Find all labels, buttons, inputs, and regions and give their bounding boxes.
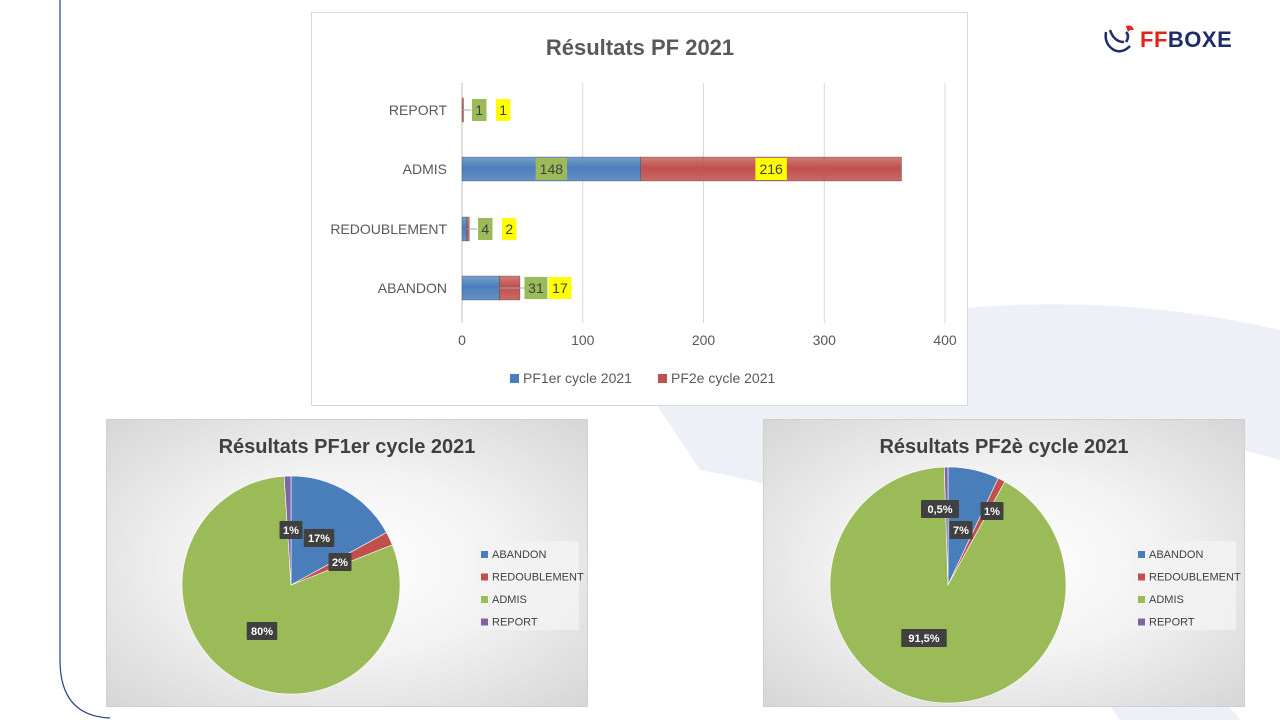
data-label-bg (535, 158, 568, 180)
pie-chart-title: Résultats PF2è cycle 2021 (879, 436, 1128, 458)
pie-chart-panel-2: Résultats PF2è cycle 2021 7% 1% 91,5% 0,5% AB… (763, 419, 1245, 707)
pie-data-label: 1% (984, 506, 1000, 518)
bar-segment (461, 275, 500, 301)
pie-label-bg (980, 502, 1004, 520)
pie-label-bg (328, 553, 352, 571)
data-label: 1 (475, 102, 483, 118)
pie-chart-panel-1: Résultats PF1er cycle 2021 17% 2% 80% 1% ABAN… (106, 419, 588, 707)
data-label: 148 (540, 161, 564, 177)
pie-slice (943, 466, 949, 586)
pie-label-bg (901, 629, 947, 647)
legend-box (1132, 541, 1236, 630)
data-label: 4 (481, 221, 489, 237)
data-label: 2 (505, 221, 513, 237)
legend-label: REPORT (1149, 617, 1195, 629)
legend-label: ABANDON (1149, 549, 1203, 561)
rooster-icon (1104, 25, 1134, 53)
category-label: REDOUBLEMENT (330, 221, 447, 237)
data-label-bg (524, 277, 548, 299)
data-label: 31 (528, 280, 544, 296)
pie-data-label: 91,5% (908, 633, 939, 645)
x-tick-label: 300 (813, 332, 837, 348)
bar-chart: Résultats PF 2021 0 100 200 300 400 REPORT ADMI… (330, 35, 957, 386)
pie-label-bg (949, 521, 973, 539)
bar-chart-title: Résultats PF 2021 (546, 35, 734, 60)
pie-chart-2: Résultats PF2è cycle 2021 7% 1% 91,5% 0,5% AB… (829, 436, 1241, 704)
legend-label: REPORT (492, 617, 538, 629)
legend-swatch (1138, 596, 1145, 603)
bar-chart-panel: Résultats PF 2021 0 100 200 300 400 REPORT ADMI… (311, 12, 968, 406)
pie-chart-title: Résultats PF1er cycle 2021 (219, 436, 476, 458)
category-label: REPORT (389, 102, 448, 118)
pie-data-label: 0,5% (927, 504, 952, 516)
legend-swatch (481, 573, 488, 581)
legend-box (475, 541, 579, 630)
legend-swatch (481, 596, 488, 603)
legend-label: REDOUBLEMENT (1149, 572, 1241, 584)
data-label-bg (477, 218, 493, 240)
data-label-bg (471, 99, 487, 121)
legend-label: PF2e cycle 2021 (671, 370, 775, 386)
brand-part1: FF (1140, 27, 1168, 52)
pie-slice (181, 475, 401, 695)
data-label: 1 (499, 102, 507, 118)
pie-chart-1: Résultats PF1er cycle 2021 17%2% 80% 1% ABAN… (181, 436, 584, 695)
data-label-bg (755, 158, 787, 180)
legend-label: PF1er cycle 2021 (523, 370, 632, 386)
x-tick-label: 200 (692, 332, 716, 348)
data-label-bg (501, 218, 517, 240)
legend-swatch (1138, 551, 1145, 558)
data-label-bg (495, 99, 511, 121)
pie-label-bg (921, 500, 959, 518)
x-tick-label: 100 (571, 332, 595, 348)
legend-swatch (1138, 618, 1145, 626)
pie-data-label: 80% (251, 626, 273, 638)
pie-data-label: 7% (953, 525, 969, 537)
category-label: ABANDON (378, 280, 447, 296)
bar-segment (461, 216, 468, 242)
pie-data-label: 1% (283, 525, 299, 537)
data-label: 216 (759, 161, 783, 177)
pie-label-bg (279, 521, 303, 539)
legend-swatch (481, 618, 488, 626)
pie-data-label: 17% (308, 533, 330, 545)
data-label-bg (548, 277, 572, 299)
legend-label: ABANDON (492, 549, 546, 561)
legend-swatch (510, 374, 519, 383)
pie-label-bg (303, 529, 335, 547)
category-label: ADMIS (403, 161, 447, 177)
pie-slice (290, 475, 387, 586)
legend-swatch (658, 374, 667, 383)
x-tick-label: 400 (933, 332, 957, 348)
brand-part2: BOXE (1167, 27, 1233, 52)
data-label: 17 (552, 280, 568, 296)
legend-label: ADMIS (1149, 594, 1184, 606)
legend-label: REDOUBLEMENT (492, 572, 584, 584)
pie-data-label: 2% (332, 557, 348, 569)
pie-slice (829, 466, 1067, 704)
legend-swatch (1138, 573, 1145, 581)
ffboxe-logo (1100, 20, 1250, 60)
ffboxe-wordmark: FFBOXE (1140, 27, 1232, 53)
x-tick-label: 0 (458, 332, 466, 348)
pie-label-bg (246, 622, 278, 640)
legend-swatch (481, 551, 488, 558)
legend-label: ADMIS (492, 594, 527, 606)
